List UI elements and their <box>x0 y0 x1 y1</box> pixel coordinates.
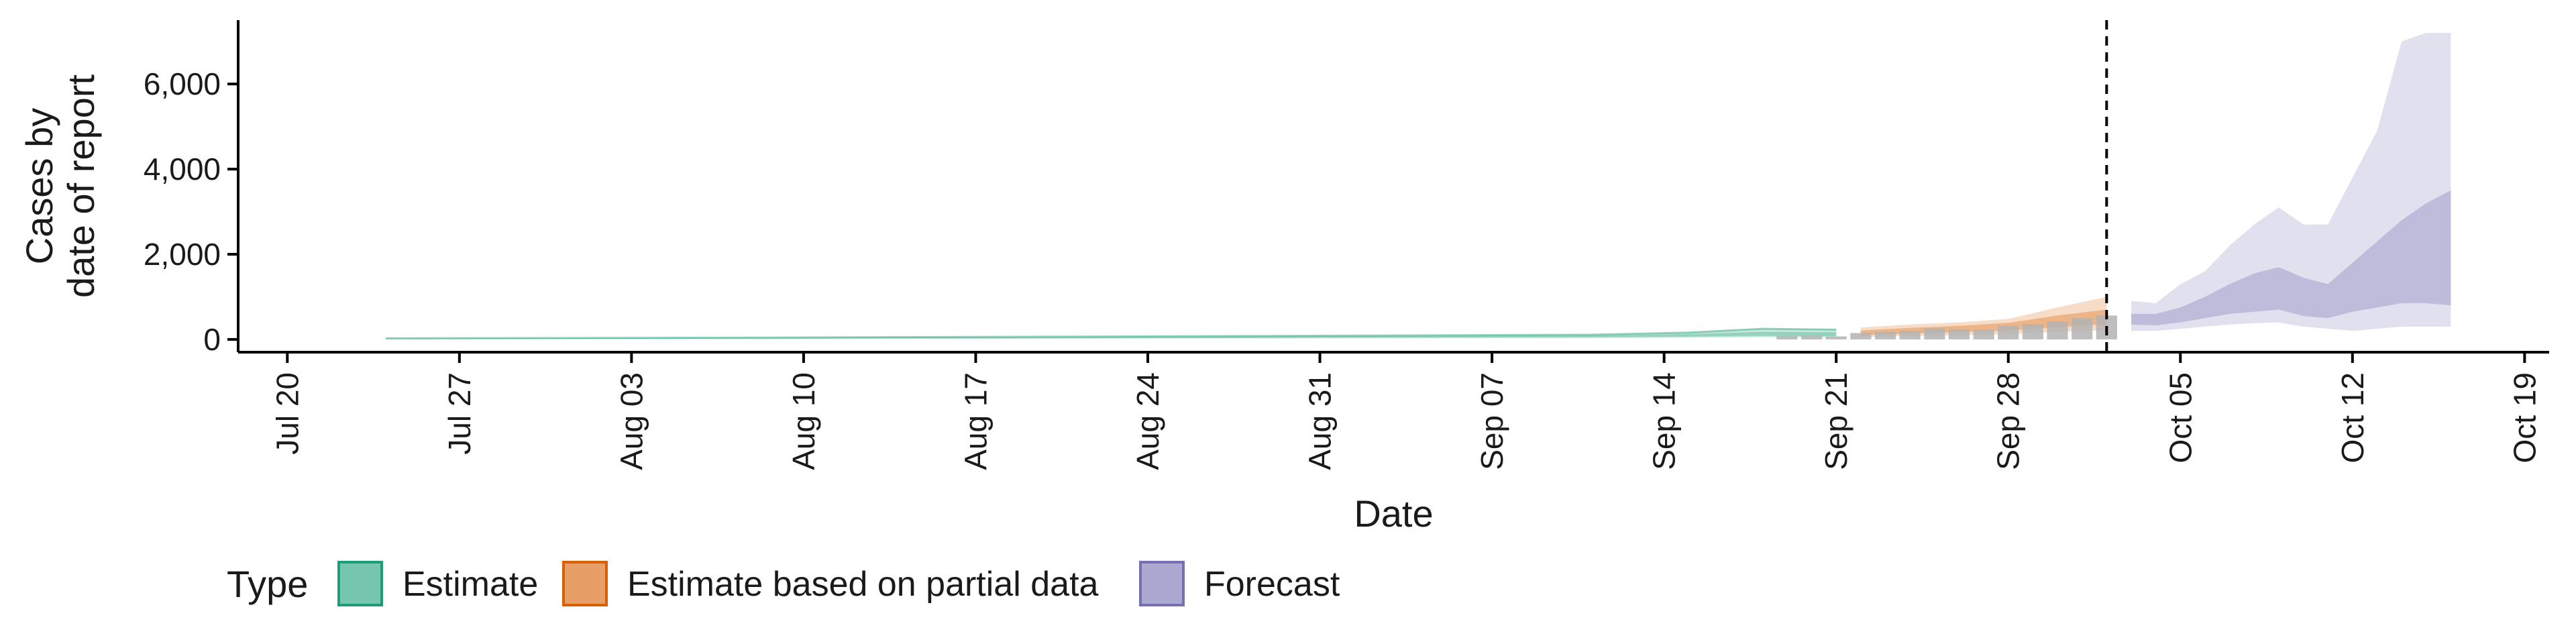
reported-case-bar <box>2022 324 2043 339</box>
series-estimate-band-50 <box>385 331 1837 339</box>
series-forecast-band-50 <box>2131 190 2451 325</box>
reported-case-bar <box>1948 329 1970 339</box>
reported-case-bar <box>1801 335 1823 339</box>
reported-case-bar <box>1899 331 1921 339</box>
uncertainty-bands <box>385 33 2451 339</box>
x-tick-label: Jul 20 <box>270 372 305 455</box>
legend: Type Estimate Estimate based on partial … <box>227 561 1340 606</box>
y-tick-label: 4,000 <box>144 152 221 186</box>
legend-key-estimate <box>337 561 383 606</box>
x-tick-label: Aug 17 <box>959 372 994 470</box>
reported-case-bar <box>2072 318 2093 339</box>
x-tick-label: Oct 05 <box>2163 372 2198 464</box>
reported-case-bar <box>1825 336 1847 339</box>
reported-case-bar <box>1998 325 2019 339</box>
x-tick-label: Aug 24 <box>1130 372 1165 470</box>
x-tick-label: Sep 07 <box>1474 372 1509 470</box>
x-tick-label: Aug 03 <box>614 372 649 470</box>
x-axis-title: Date <box>1354 492 1433 535</box>
reported-case-bar <box>1924 328 1945 339</box>
x-tick-label: Sep 21 <box>1819 372 1854 470</box>
legend-key-forecast <box>1139 561 1185 606</box>
series-estimate-based-on-partial-data-band-90 <box>1860 297 2107 337</box>
y-axis-title-line-2: date of report <box>60 74 102 299</box>
legend-label-partial: Estimate based on partial data <box>627 565 1099 604</box>
legend-key-partial <box>562 561 608 606</box>
legend-label-forecast: Forecast <box>1204 565 1340 604</box>
reported-case-bar <box>1973 329 1994 339</box>
y-tick-label: 6,000 <box>144 66 221 101</box>
legend-label-estimate: Estimate <box>402 565 538 604</box>
x-tick-label: Aug 31 <box>1303 372 1338 470</box>
y-tick-label: 0 <box>203 322 221 357</box>
series-estimate-upper-edge <box>385 327 1837 339</box>
reported-case-bar <box>1850 333 1872 339</box>
reported-case-bar <box>1776 335 1798 339</box>
y-tick-label: 2,000 <box>144 237 221 272</box>
x-axis-ticks: Jul 20 Jul 27 Aug 03 Aug 10 Aug 17 Aug 24 Aug … <box>270 352 2542 470</box>
x-tick-label: Aug 10 <box>786 372 821 470</box>
x-tick-label: Sep 14 <box>1647 372 1682 470</box>
x-tick-label: Oct 12 <box>2335 372 2370 464</box>
legend-title: Type <box>227 563 308 605</box>
y-axis-ticks: 0 2,000 4,000 6,000 <box>144 66 238 357</box>
reported-case-bar <box>2047 321 2068 339</box>
series-estimate-band-90 <box>385 329 1837 339</box>
y-axis-title-line-1: Cases by <box>18 108 60 264</box>
series-forecast-band-90 <box>2131 33 2451 331</box>
x-tick-label: Jul 27 <box>442 372 477 455</box>
x-tick-label: Oct 19 <box>2507 372 2542 464</box>
reported-case-bar <box>1874 331 1896 339</box>
series-estimate-based-on-partial-data-band-50 <box>1860 309 2107 335</box>
x-tick-label: Sep 28 <box>1991 372 2026 470</box>
